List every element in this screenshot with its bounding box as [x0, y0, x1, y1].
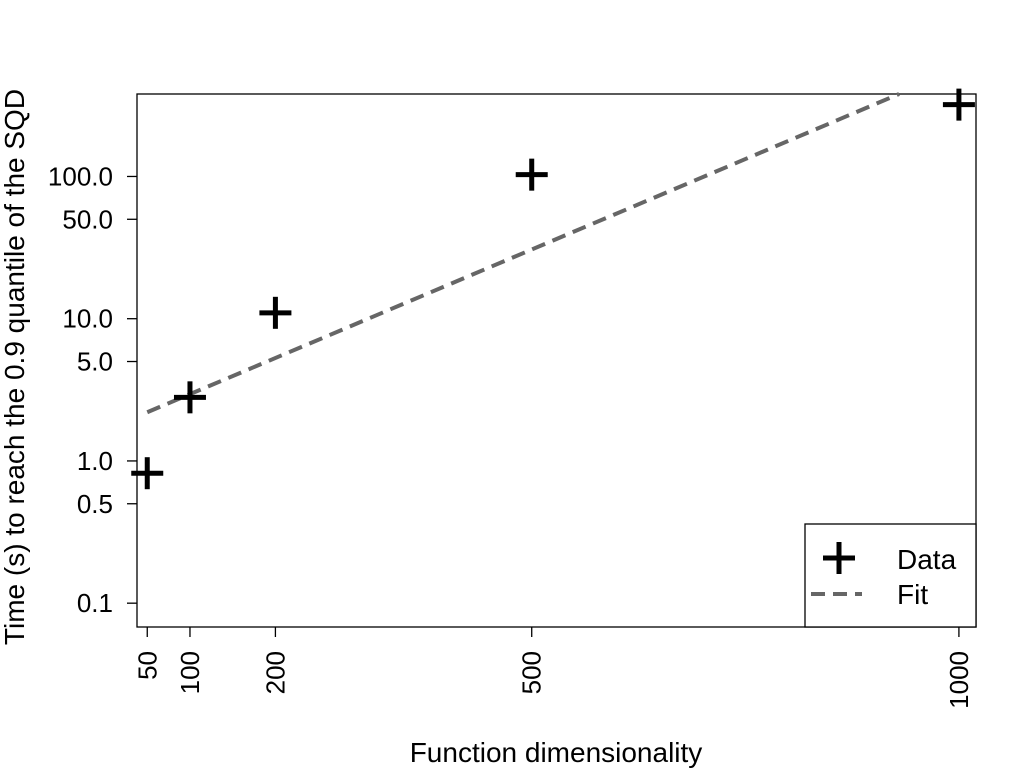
fit-line [146, 92, 900, 415]
y-tick-label: 100.0 [48, 161, 113, 191]
x-axis-title: Function dimensionality [410, 737, 703, 768]
y-tick-label: 50.0 [62, 204, 113, 234]
legend-box [804, 523, 977, 628]
y-tick-label: 5.0 [77, 347, 113, 377]
data-point [131, 457, 164, 490]
x-tick-label: 50 [132, 651, 162, 680]
data-point [942, 88, 975, 121]
x-tick-label: 100 [175, 651, 205, 694]
y-tick-label: 1.0 [77, 446, 113, 476]
y-axis-title: Time (s) to reach the 0.9 quantile of th… [0, 89, 30, 645]
fit-series [146, 92, 900, 415]
y-tick-label: 0.1 [77, 588, 113, 618]
data-point [515, 158, 548, 191]
plot-frame [136, 93, 977, 628]
legend: Data Fit [804, 523, 977, 628]
legend-plus-marker [823, 542, 855, 574]
data-point [259, 296, 292, 329]
data-series [131, 88, 975, 490]
y-tick-label: 0.5 [77, 489, 113, 519]
legend-label-data: Data [897, 544, 957, 575]
y-tick-label: 10.0 [62, 304, 113, 334]
legend-label-fit: Fit [897, 579, 928, 610]
x-axis: 50 100 200 500 1000 [132, 627, 974, 709]
x-tick-label: 200 [260, 651, 290, 694]
legend-data-marker [823, 542, 855, 574]
x-tick-label: 1000 [944, 651, 974, 709]
data-point [173, 381, 206, 414]
x-tick-label: 500 [517, 651, 547, 694]
y-axis: 0.1 0.5 1.0 5.0 10.0 50.0 100.0 [48, 161, 137, 618]
